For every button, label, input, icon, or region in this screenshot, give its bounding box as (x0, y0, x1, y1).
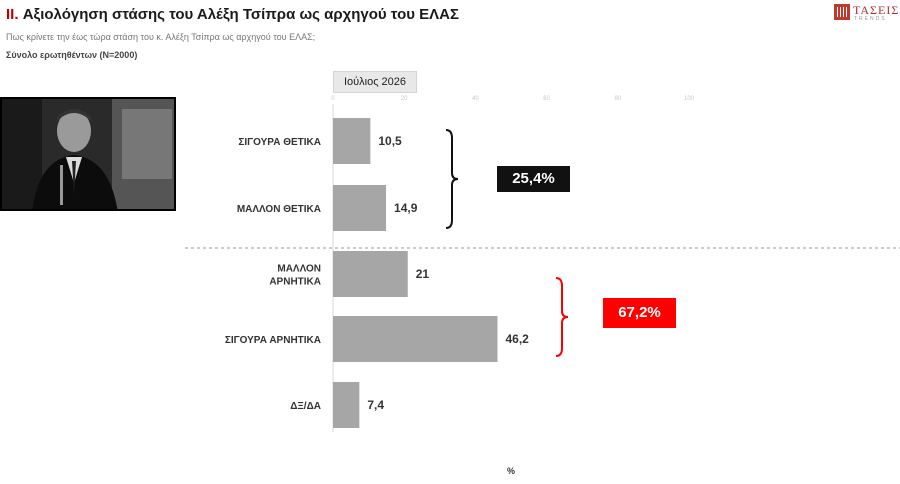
category-label: ΣΙΓΟΥΡΑ ΘΕΤΙΚΑ (238, 137, 321, 148)
logo-mark-icon (834, 4, 850, 20)
x-tick-label: 80 (614, 96, 621, 102)
bar (333, 185, 387, 231)
category-label: ΔΞ/ΔΑ (290, 401, 321, 412)
negative-group-bracket (555, 277, 569, 357)
chart-title: II. Αξιολόγηση στάσης του Αλέξη Τσίπρα ω… (6, 6, 459, 23)
x-tick-label: 100 (684, 96, 695, 102)
category-label: ΣΙΓΟΥΡΑ ΑΡΝΗΤΙΚΑ (225, 335, 321, 346)
section-number: II. (6, 6, 19, 23)
person-photo-icon (2, 99, 174, 209)
positive-group-bracket (445, 129, 459, 229)
category-label: ΜΑΛΛΟΝ ΘΕΤΙΚΑ (237, 204, 321, 215)
bar (333, 251, 408, 297)
bar (333, 316, 498, 362)
bar-value-label: 14,9 (394, 201, 418, 215)
sample-base: Σύνολο ερωτηθέντων (N=2000) (6, 50, 138, 60)
tasis-logo: ΤΑΣΕΙΣ TRENDS (832, 2, 900, 22)
logo-sub: TRENDS (854, 16, 887, 22)
category-label: ΜΑΛΛΟΝ (277, 264, 321, 275)
bar-value-label: 21 (416, 267, 430, 281)
x-tick-label: 0 (331, 96, 335, 102)
bar (333, 382, 360, 428)
bar (333, 118, 371, 164)
person-photo (0, 97, 176, 211)
x-tick-label: 40 (472, 96, 479, 102)
bar-value-label: 7,4 (367, 398, 384, 412)
positive-total-badge: 25,4% (497, 166, 570, 192)
bar-value-label: 46,2 (505, 332, 529, 346)
logo-name: ΤΑΣΕΙΣ (853, 3, 900, 17)
x-tick-label: 20 (401, 96, 408, 102)
x-axis-unit: % (507, 466, 516, 476)
negative-total-badge: 67,2% (603, 298, 676, 328)
question-subtitle: Πως κρίνετε την έως τώρα στάση του κ. Αλ… (6, 32, 316, 42)
period-header: Ιούλιος 2026 (333, 71, 417, 93)
x-tick-label: 60 (543, 96, 550, 102)
bar-value-label: 10,5 (378, 134, 402, 148)
title-text: Αξιολόγηση στάσης του Αλέξη Τσίπρα ως αρ… (22, 6, 459, 23)
category-label: ΑΡΝΗΤΙΚΑ (269, 277, 321, 288)
